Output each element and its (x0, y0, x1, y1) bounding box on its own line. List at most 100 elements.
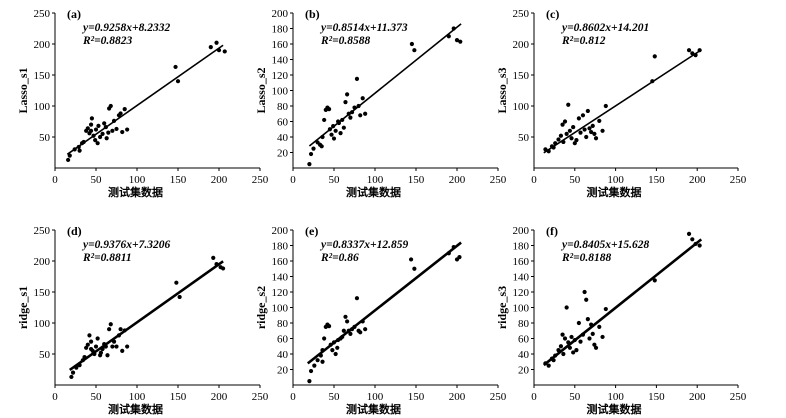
x-tick-label: 200 (211, 391, 228, 403)
data-point (553, 141, 558, 146)
data-point (69, 374, 74, 380)
data-point (458, 39, 463, 44)
data-point (551, 358, 556, 363)
data-point (70, 370, 76, 375)
x-tick-label: 150 (408, 391, 425, 403)
x-tick-label: 150 (408, 174, 425, 186)
y-tick-label: 50 (518, 132, 530, 144)
data-point (320, 359, 325, 364)
x-tick-label: 50 (329, 174, 341, 186)
x-tick-label: 250 (490, 174, 507, 186)
y-tick-label: 160 (272, 39, 289, 51)
panel-label: (e) (305, 224, 318, 238)
x-axis-label: 测试集数据 (346, 402, 401, 416)
y-tick-label: 20 (518, 365, 530, 377)
x-tick-label: 250 (730, 391, 747, 403)
y-tick-label: 100 (513, 303, 530, 315)
data-point (108, 322, 113, 327)
y-tick-label: 20 (277, 365, 289, 377)
data-point (211, 255, 216, 260)
x-axis-label: 测试集数据 (108, 402, 163, 416)
data-point (562, 336, 568, 341)
fit-line (66, 44, 224, 155)
data-point (349, 110, 355, 115)
data-point (600, 334, 605, 340)
data-point (451, 244, 456, 250)
fit-line (69, 260, 224, 372)
x-tick-label: 0 (531, 174, 537, 186)
x-tick-label: 200 (449, 174, 466, 186)
y-tick-label: 150 (34, 287, 51, 299)
y-tick-label: 80 (518, 318, 530, 330)
data-point (571, 350, 576, 355)
data-point (335, 345, 340, 350)
data-point (81, 139, 86, 145)
y-axis-label: Lasso_s3 (495, 67, 509, 113)
data-point (111, 118, 117, 123)
x-tick-label: 100 (607, 174, 624, 186)
data-point (556, 137, 561, 142)
x-tick-label: 200 (689, 391, 706, 403)
y-tick-label: 200 (34, 256, 51, 268)
data-point (329, 132, 334, 137)
data-point (574, 138, 579, 143)
data-point (686, 231, 692, 236)
y-axis-label: ridge_s1 (16, 286, 30, 329)
data-point (322, 117, 327, 123)
x-tick-label: 250 (252, 174, 269, 186)
r-squared-label: R²=0.812 (561, 35, 606, 47)
fit-line (543, 49, 702, 154)
data-point (576, 116, 581, 121)
data-point (686, 48, 692, 53)
data-point (88, 128, 94, 133)
data-point (690, 237, 695, 242)
data-point (95, 336, 100, 341)
chart-panel-6: 0 50 100 150 200 250 20 40 60 80 100 120 140 160 180 20… (495, 224, 747, 416)
x-tick-label: 50 (91, 391, 103, 403)
data-point (543, 147, 548, 152)
r-squared-label: R²=0.8588 (320, 35, 371, 47)
data-point (84, 345, 89, 350)
data-point (408, 257, 414, 262)
data-point (690, 51, 695, 56)
data-point (66, 157, 71, 163)
data-point (333, 351, 338, 357)
y-tick-label: 120 (513, 287, 530, 299)
x-axis-label: 测试集数据 (587, 185, 642, 199)
data-point (558, 344, 564, 349)
y-tick-label: 250 (513, 8, 530, 20)
data-point (597, 324, 602, 329)
data-point (600, 128, 605, 133)
data-point (593, 136, 599, 141)
data-point (589, 129, 594, 135)
data-point (80, 358, 85, 363)
y-tick-label: 160 (513, 256, 530, 268)
data-point (118, 327, 123, 332)
x-tick-label: 50 (569, 391, 581, 403)
data-point (584, 134, 589, 140)
data-point (221, 266, 226, 271)
data-point (120, 348, 125, 353)
data-point (346, 328, 351, 333)
data-point (208, 45, 213, 50)
data-point (77, 363, 82, 368)
data-point (363, 327, 368, 332)
y-tick-label: 100 (272, 303, 289, 315)
data-point (320, 134, 325, 140)
data-point (546, 363, 551, 368)
data-point (446, 34, 451, 39)
y-tick-label: 160 (272, 256, 289, 268)
x-tick-label: 100 (367, 174, 384, 186)
data-point (327, 127, 332, 132)
r-squared-label: R²=0.86 (320, 252, 359, 264)
data-point (566, 340, 571, 345)
x-tick-label: 200 (211, 174, 228, 186)
y-tick-label: 200 (513, 225, 530, 237)
data-point (564, 305, 569, 310)
data-point (356, 103, 361, 109)
data-point (363, 111, 368, 116)
x-tick-label: 50 (329, 391, 341, 403)
data-point (603, 103, 608, 109)
data-point (412, 266, 417, 271)
data-point (697, 48, 702, 53)
